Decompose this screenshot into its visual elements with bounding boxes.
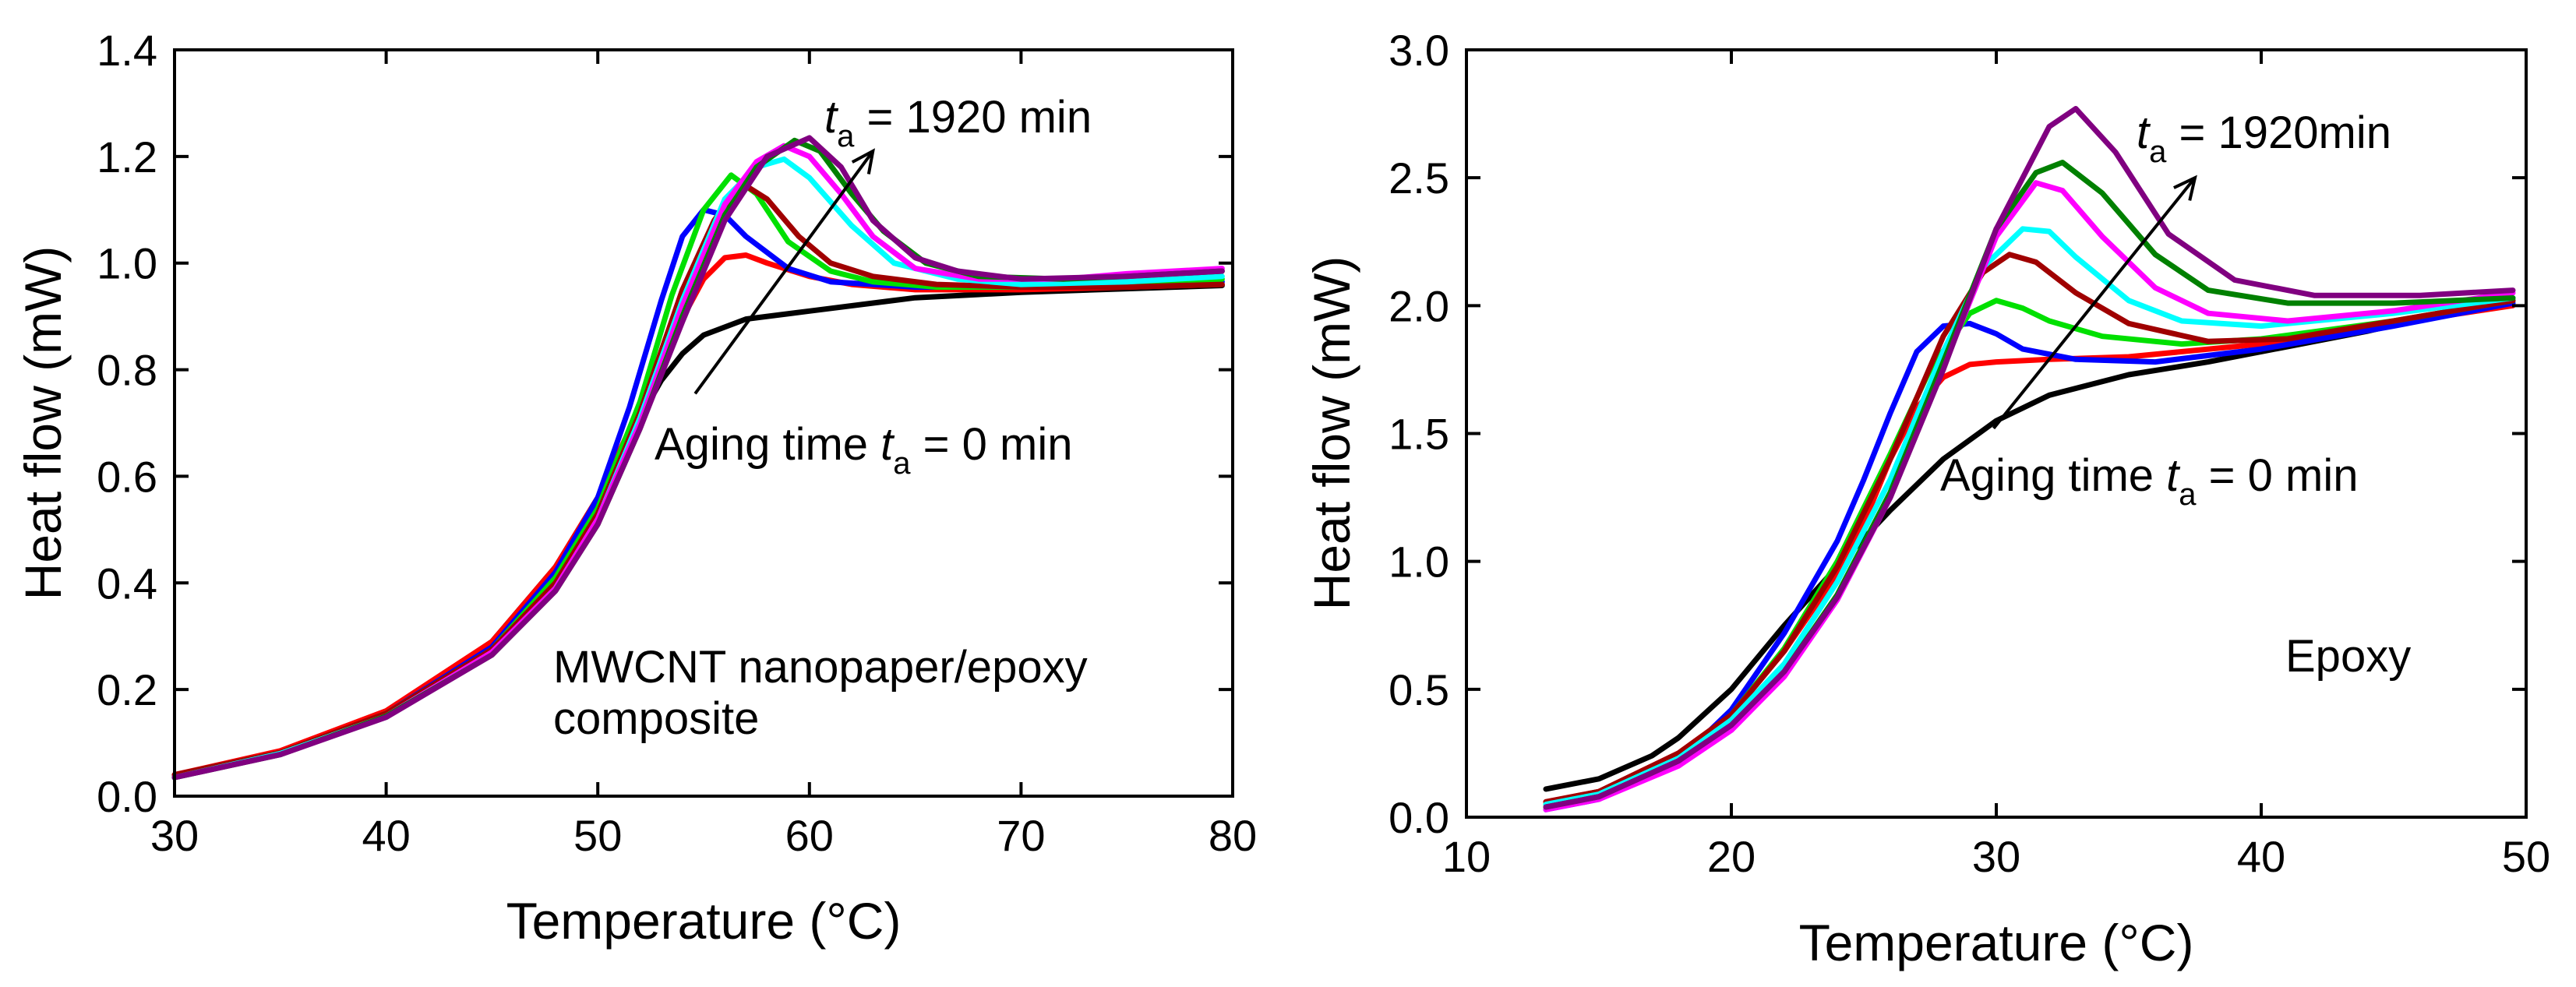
left-y-tick-label: 1.2 [97, 132, 157, 182]
left-annotation-bottom-t: t [880, 419, 895, 470]
left-y-tick-label: 1.0 [97, 239, 157, 288]
left-annotation-bottom-sub: a [893, 446, 911, 481]
right-annotation-bottom-sub: a [2179, 478, 2197, 512]
left-plot-frame [173, 48, 1234, 798]
right-annotation-top-t: t [2137, 108, 2151, 158]
left-y-tick-label: 0.0 [97, 772, 157, 821]
right-x-tick-label: 40 [2237, 832, 2285, 881]
right-ticks: 10 20 30 40 50 0.0 0.5 1.0 1.5 2.0 2.5 3.0 [1389, 26, 2550, 881]
chart-left: 30 40 50 60 70 80 0.0 0.2 0.4 0.6 0.8 1.0 1.2 1.4 Tem… [14, 26, 1257, 950]
left-y-tick-label: 0.8 [97, 346, 157, 395]
right-y-axis-label: Heat flow (mW) [1303, 256, 1360, 611]
left-sample-label-line1: MWCNT nanopaper/epoxy [553, 642, 1088, 693]
right-annotation-top-suffix: = 1920min [2166, 108, 2391, 158]
right-annotation-top-sub: a [2149, 135, 2167, 169]
left-y-tick-label: 0.4 [97, 559, 157, 608]
left-sample-label-line2: composite [553, 693, 759, 744]
left-series-purple [171, 135, 1225, 781]
left-y-tick-label: 0.6 [97, 452, 157, 501]
left-series-group [171, 135, 1225, 781]
right-x-tick-label: 30 [1972, 832, 2020, 881]
right-x-tick-label: 10 [1442, 832, 1491, 881]
left-annotation-bottom-suffix: = 0 min [911, 419, 1073, 470]
left-y-axis-label: Heat flow (mW) [14, 246, 72, 601]
left-annotation-top-t: t [824, 92, 839, 143]
right-aging-arrow [1992, 176, 2197, 430]
right-series-darkred [1543, 252, 2516, 805]
right-annotation-bottom-t: t [2166, 450, 2181, 501]
right-y-tick-label: 2.5 [1389, 153, 1449, 203]
left-annotation-top-suffix: = 1920 min [854, 92, 1092, 143]
left-annotation-bottom-prefix: Aging time [655, 419, 880, 470]
right-sample-label: Epoxy [2285, 631, 2411, 682]
right-series-group [1543, 106, 2516, 813]
left-annotation-top: ta = 1920 min [824, 92, 1092, 153]
left-x-tick-label: 70 [997, 811, 1045, 860]
right-annotation-bottom-suffix: = 0 min [2197, 450, 2359, 501]
left-annotation-bottom: Aging time ta = 0 min [655, 419, 1072, 481]
right-x-tick-label: 50 [2502, 832, 2550, 881]
left-x-tick-label: 80 [1209, 811, 1257, 860]
left-x-tick-label: 40 [362, 811, 410, 860]
right-aging-arrow-head [2173, 174, 2197, 201]
right-annotation-top: ta = 1920min [2137, 108, 2391, 169]
right-plot-frame [1465, 48, 2528, 819]
right-y-tick-label: 3.0 [1389, 26, 1449, 75]
right-annotation-bottom-prefix: Aging time [1940, 450, 2166, 501]
left-ticks: 30 40 50 60 70 80 0.0 0.2 0.4 0.6 0.8 1.0 1.2 1.4 [97, 26, 1257, 860]
left-aging-arrow-head [851, 148, 875, 174]
left-x-tick-label: 30 [150, 811, 199, 860]
right-y-tick-label: 1.0 [1389, 538, 1449, 587]
right-series-black [1543, 298, 2516, 792]
left-x-axis-label: Temperature (°C) [506, 892, 902, 950]
right-x-tick-label: 20 [1707, 832, 1756, 881]
right-y-tick-label: 0.5 [1389, 665, 1449, 714]
left-x-tick-label: 50 [573, 811, 622, 860]
left-aging-arrow [693, 150, 874, 395]
chart-right: 10 20 30 40 50 0.0 0.5 1.0 1.5 2.0 2.5 3.0 Temperat… [1303, 26, 2550, 971]
left-x-tick-label: 60 [785, 811, 834, 860]
right-y-tick-label: 0.0 [1389, 793, 1449, 842]
right-x-axis-label: Temperature (°C) [1799, 914, 2194, 971]
right-y-tick-label: 2.0 [1389, 281, 1449, 330]
right-y-tick-label: 1.5 [1389, 410, 1449, 459]
right-series-blue [1543, 300, 2516, 813]
left-annotation-top-sub: a [837, 119, 855, 153]
left-y-tick-label: 1.4 [97, 26, 157, 75]
left-y-tick-label: 0.2 [97, 665, 157, 714]
right-series-purple [1543, 106, 2516, 810]
right-annotation-bottom: Aging time ta = 0 min [1940, 450, 2358, 512]
